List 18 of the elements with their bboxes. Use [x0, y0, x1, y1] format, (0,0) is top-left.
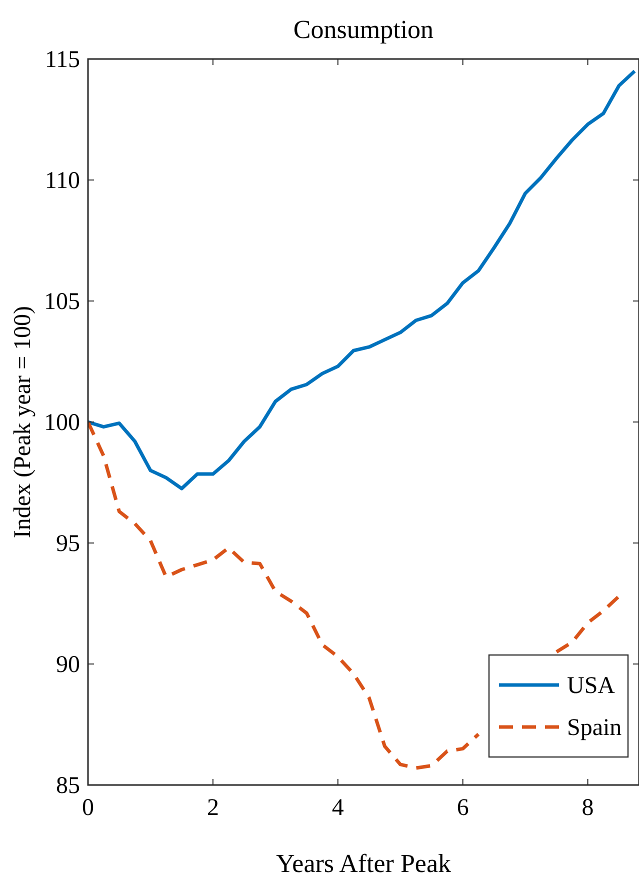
y-tick-label: 85 [56, 773, 80, 799]
y-tick-label: 115 [44, 47, 80, 73]
y-tick-label: 95 [56, 531, 80, 557]
y-tick-label: 105 [44, 289, 80, 315]
y-tick-label: 100 [44, 410, 80, 436]
legend-label: USA [567, 673, 616, 699]
x-tick-label: 8 [582, 795, 594, 821]
x-axis-title: Years After Peak [276, 849, 451, 878]
line-series [88, 69, 636, 490]
x-tick-label: 6 [456, 795, 469, 821]
y-axis-title: Index (Peak year = 100) [10, 306, 36, 538]
y-tick-label: 110 [44, 168, 80, 194]
legend-label: Spain [567, 715, 622, 741]
x-tick-label: 4 [332, 795, 344, 821]
x-tick-label: 2 [206, 795, 219, 821]
chart-title: Consumption [293, 15, 434, 44]
x-tick-label: 0 [82, 795, 94, 821]
y-tick-label: 90 [56, 652, 80, 678]
